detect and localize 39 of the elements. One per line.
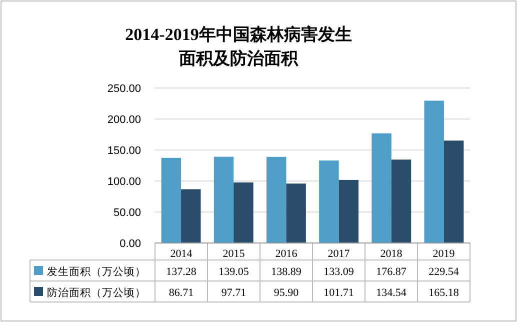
- y-tick-label: 100.00: [107, 176, 141, 188]
- data-label: 97.71: [221, 287, 246, 299]
- data-label: 133.09: [324, 266, 354, 278]
- y-tick-label: 250.00: [107, 83, 141, 95]
- chart-title: 2014-2019年中国森林病害发生面积及防治面积: [125, 25, 352, 68]
- bar: [234, 182, 254, 243]
- bar: [338, 180, 359, 243]
- bar: [214, 156, 234, 243]
- bar: [424, 100, 444, 243]
- legend-label: 发生面积（万公顷）: [47, 265, 146, 278]
- y-tick-label: 0.00: [120, 238, 141, 250]
- x-tick-label: 2014: [170, 248, 193, 260]
- legend-label: 防治面积（万公顷）: [47, 286, 146, 299]
- data-label: 95.90: [274, 287, 300, 299]
- data-label: 101.71: [324, 287, 354, 299]
- x-tick-label: 2019: [432, 248, 456, 260]
- y-tick-label: 200.00: [107, 114, 141, 126]
- bar: [286, 184, 306, 243]
- bar: [266, 156, 286, 243]
- bar: [444, 140, 464, 243]
- bar: [161, 158, 182, 243]
- data-label: 176.87: [376, 266, 407, 278]
- x-tick-label: 2016: [275, 248, 298, 260]
- data-label: 165.18: [428, 287, 460, 299]
- data-label: 139.05: [218, 266, 250, 278]
- data-label: 134.54: [376, 287, 407, 299]
- y-tick-label: 150.00: [107, 145, 141, 157]
- x-tick-label: 2015: [222, 248, 246, 260]
- data-label: 138.89: [271, 266, 302, 278]
- y-tick-label: 50.00: [113, 207, 141, 219]
- bar: [181, 189, 201, 243]
- bar: [319, 160, 339, 243]
- bar: [391, 160, 412, 243]
- bar: [372, 133, 392, 243]
- data-label: 86.71: [168, 287, 194, 299]
- data-label: 137.28: [166, 266, 197, 278]
- data-label: 229.54: [428, 266, 460, 278]
- x-tick-label: 2018: [380, 248, 403, 260]
- x-tick-label: 2017: [328, 248, 350, 260]
